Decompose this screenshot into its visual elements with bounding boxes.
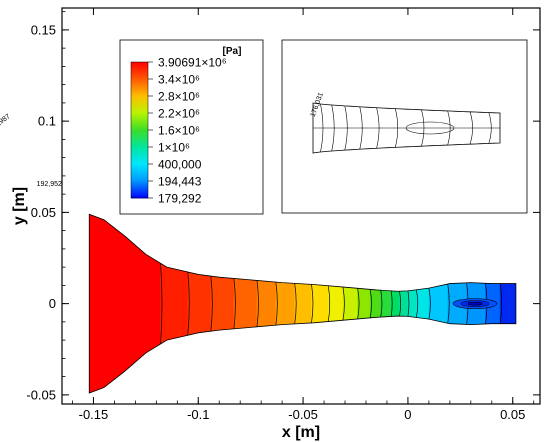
inset-contour-label: 192,952 (37, 181, 62, 188)
contour-line (342, 286, 345, 321)
inset-contour-label: 226,987 (0, 113, 12, 133)
pressure-band (256, 214, 277, 394)
x-tick-label: -0.15 (79, 407, 109, 422)
x-tick-label: 0 (404, 407, 411, 422)
pressure-band (428, 214, 449, 394)
contour-line (311, 284, 314, 323)
pressure-band (327, 214, 344, 394)
legend-color-swatch (131, 113, 148, 131)
legend-level-label: 194,443 (158, 175, 202, 189)
pressure-band (89, 214, 161, 394)
color-legend: [Pa]3.90691×10⁶ 3.4×10⁶ 2.8×10⁶ 2.2×10⁶ 1.6×… (119, 39, 264, 215)
pressure-band (380, 214, 392, 394)
contour-line (256, 280, 259, 327)
inset-contour-line (469, 111, 473, 145)
contour-line (357, 288, 360, 320)
contour-line (380, 290, 383, 318)
pressure-band (160, 214, 189, 394)
legend-level-label: 3.90691×10⁶ (158, 56, 227, 70)
pressure-band (311, 214, 329, 394)
axes: -0.15 -0.1 -0.05 0 0.05 -0.05 0 0.05 0.1 0.15 (26, 8, 540, 422)
contour-inset: 600,000271,654226,987192,952176,031400,0… (0, 39, 528, 214)
pressure-band (499, 214, 516, 394)
y-tick-label: 0.1 (38, 114, 56, 129)
legend-level-label: 1×10⁶ (158, 141, 190, 155)
pressure-band (369, 214, 381, 394)
contour-line (233, 278, 236, 329)
pressure-band (294, 214, 312, 394)
y-tick-label: 0.15 (31, 22, 56, 37)
contour-line (415, 289, 419, 318)
legend-color-swatch (131, 62, 148, 80)
legend-color-swatch (131, 181, 148, 199)
inset-contour-line (344, 105, 348, 151)
legend-color-swatch (131, 164, 148, 182)
legend-color-swatch (131, 147, 148, 165)
legend-color-swatch (131, 96, 148, 114)
contour-line (399, 291, 401, 317)
pressure-band (342, 214, 358, 394)
y-tick-label: -0.05 (26, 387, 56, 402)
legend-level-label: 3.4×10⁶ (158, 73, 200, 87)
plot-frame (61, 7, 541, 405)
legend-color-swatch (131, 130, 148, 148)
inset-box (281, 39, 528, 214)
contour-line (187, 271, 190, 336)
legend-unit: [Pa] (223, 46, 242, 57)
inset-outline (312, 102, 501, 154)
y-axis-title: y [m] (11, 187, 28, 225)
pressure-band (390, 214, 400, 394)
contour-line (407, 290, 410, 317)
y-tick-label: 0.05 (31, 205, 56, 220)
pressure-band (233, 214, 258, 394)
low-pressure-pocket (467, 301, 483, 306)
contour-line (447, 283, 450, 324)
contour-line (160, 263, 163, 344)
pressure-field (88, 213, 517, 394)
inset-contour-line (488, 112, 492, 144)
legend-level-label: 2.2×10⁶ (158, 107, 200, 121)
x-tick-label: -0.1 (187, 407, 209, 422)
contour-line (390, 290, 393, 317)
legend-level-label: 179,292 (158, 192, 202, 206)
y-tick-label: 0 (49, 296, 56, 311)
inset-contour-line (447, 110, 451, 146)
contour-line (499, 283, 503, 324)
contour-line (294, 283, 297, 324)
x-tick-label: -0.05 (288, 407, 318, 422)
x-axis-title: x [m] (282, 424, 320, 441)
pressure-band (399, 214, 409, 394)
legend-level-label: 2.8×10⁶ (158, 90, 200, 104)
contour-line (275, 282, 278, 326)
contour-line (210, 276, 213, 332)
pressure-band (210, 214, 235, 394)
contour-line (327, 285, 331, 322)
pressure-band (275, 214, 296, 394)
inset-contour-line (320, 103, 324, 153)
inset-contour-line (359, 106, 363, 150)
inset-contour-line (421, 109, 425, 147)
nozzle-wall (88, 213, 517, 394)
x-tick-label: 0.05 (500, 407, 525, 422)
legend-color-swatch (131, 79, 148, 97)
legend-level-label: 400,000 (158, 158, 202, 172)
contour-line (369, 289, 372, 318)
inset-contour-line (331, 104, 335, 152)
inset-contour-line (376, 107, 380, 149)
inset-contour-line (394, 108, 399, 148)
pressure-band (187, 214, 212, 394)
inset-contour-loop (405, 121, 455, 135)
pressure-band (407, 214, 417, 394)
contour-line (428, 288, 431, 320)
legend-level-label: 1.6×10⁶ (158, 124, 200, 138)
